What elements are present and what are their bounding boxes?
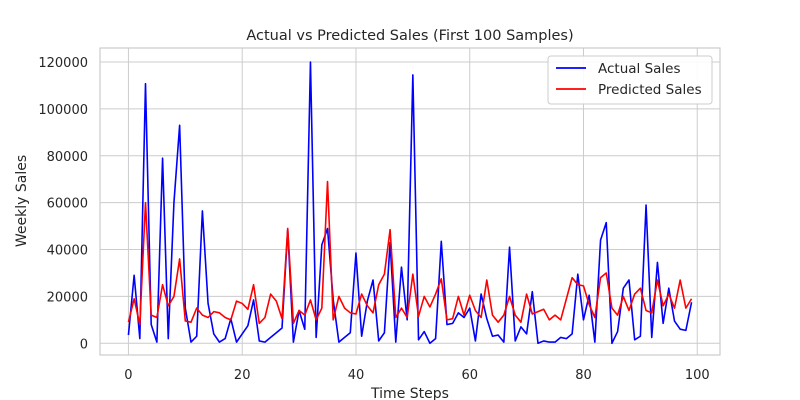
legend-box <box>547 55 713 105</box>
legend-label-actual: Actual Sales <box>598 61 681 77</box>
legend: Actual Sales Predicted Sales <box>547 55 713 105</box>
x-tick-label: 0 <box>124 368 132 383</box>
y-tick-label: 20000 <box>47 290 88 305</box>
y-axis-ticks: 0 20000 40000 60000 80000 100000 120000 <box>38 56 88 352</box>
y-tick-label: 80000 <box>47 150 88 165</box>
series-group <box>127 61 693 345</box>
series-line-actual <box>127 61 693 345</box>
legend-label-predicted: Predicted Sales <box>598 82 702 98</box>
x-tick-label: 80 <box>575 368 592 383</box>
y-tick-label: 60000 <box>47 197 88 212</box>
plot-frame <box>99 47 721 356</box>
y-tick-label: 120000 <box>38 56 88 71</box>
chart-title: Actual vs Predicted Sales (First 100 Sam… <box>246 28 573 44</box>
y-tick-label: 0 <box>80 337 88 352</box>
y-axis-label: Weekly Sales <box>14 155 30 247</box>
x-axis-label: Time Steps <box>370 386 449 400</box>
x-tick-label: 100 <box>685 368 710 383</box>
y-tick-label: 40000 <box>47 244 88 259</box>
series-line-predicted <box>127 180 693 326</box>
x-tick-label: 20 <box>234 368 251 383</box>
x-tick-label: 40 <box>348 368 365 383</box>
x-axis-ticks: 0 20 40 60 80 100 <box>124 368 709 383</box>
y-tick-label: 100000 <box>38 103 88 118</box>
x-tick-label: 60 <box>461 368 478 383</box>
